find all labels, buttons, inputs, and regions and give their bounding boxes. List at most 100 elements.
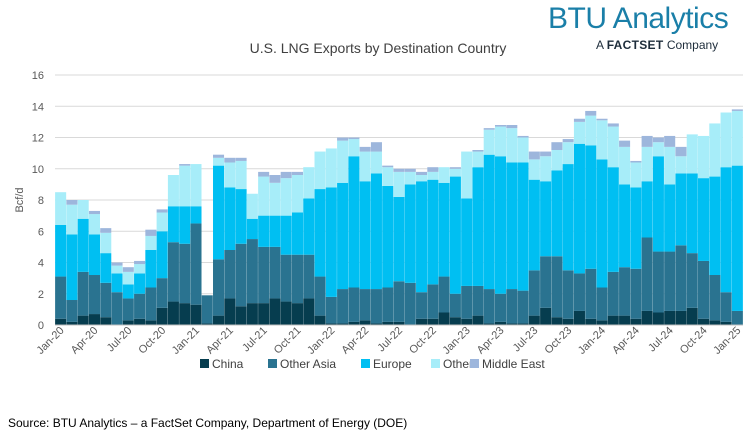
bar-segment xyxy=(145,229,157,236)
bar-segment xyxy=(258,215,270,247)
bar-segment xyxy=(88,314,100,325)
bar-segment xyxy=(517,323,529,325)
y-tick-label: 0 xyxy=(38,320,44,332)
bar-segment xyxy=(641,146,653,182)
bar-segment xyxy=(494,293,507,322)
x-tick-label: Jan-22 xyxy=(305,325,337,357)
bar-segment xyxy=(731,110,743,166)
bar-segment xyxy=(156,278,168,308)
bar-segment xyxy=(427,179,439,285)
y-tick-label: 2 xyxy=(38,289,44,301)
bar-segment xyxy=(483,129,495,155)
bar-segment xyxy=(224,162,236,188)
bar-segment xyxy=(370,173,382,290)
bar-segment xyxy=(607,126,619,168)
bar-segment xyxy=(517,162,529,291)
bar-segment xyxy=(596,118,608,121)
bar-segment xyxy=(506,289,518,324)
bar-segment xyxy=(472,150,484,152)
bar-segment xyxy=(438,312,450,325)
bar-segment xyxy=(698,260,710,319)
bar-segment xyxy=(427,171,439,180)
bar-segment xyxy=(416,318,428,325)
bar-segment xyxy=(337,323,349,325)
bar-segment xyxy=(698,178,710,261)
bar-segment xyxy=(213,154,225,158)
bar-segment xyxy=(652,142,664,157)
bar-segment xyxy=(55,192,67,225)
bar-segment xyxy=(134,273,146,294)
bar-segment xyxy=(370,289,382,324)
bar-segment xyxy=(562,270,574,319)
bar-segment xyxy=(280,301,292,325)
bar-segment xyxy=(641,181,653,238)
bar-segment xyxy=(280,215,292,255)
bar-segment xyxy=(291,303,304,326)
bar-segment xyxy=(551,317,563,325)
bar-segment xyxy=(258,246,270,304)
bar-segment xyxy=(201,323,213,325)
legend-swatch xyxy=(361,359,370,368)
legend-swatch xyxy=(268,359,277,368)
bar-segment xyxy=(179,303,191,326)
bar-segment xyxy=(269,215,281,247)
bar-segment xyxy=(506,323,518,325)
bar-segment xyxy=(235,243,247,307)
bar-segment xyxy=(731,165,743,311)
bar-segment xyxy=(720,321,732,326)
logo-tagline: A FACTSET Company xyxy=(596,38,718,52)
bar-segment xyxy=(607,167,619,272)
bar-segment xyxy=(540,156,552,182)
bar-segment xyxy=(494,125,507,127)
bar-segment xyxy=(393,321,405,326)
x-tick-label: Jan-24 xyxy=(576,325,608,357)
bar-segment xyxy=(167,206,179,243)
bar-segment xyxy=(483,323,495,325)
bar-segment xyxy=(122,271,134,285)
bar-segment xyxy=(134,318,146,325)
bar-segment xyxy=(213,165,225,260)
bar-segment xyxy=(709,275,721,321)
bar-segment xyxy=(619,140,631,147)
bar-segment xyxy=(404,168,416,172)
x-tick-label: Oct-20 xyxy=(136,325,168,357)
bar-segment xyxy=(314,315,326,326)
bar-segment xyxy=(562,318,574,325)
bar-segment xyxy=(213,315,225,326)
bar-segment xyxy=(348,137,360,140)
bar-segment xyxy=(630,160,642,163)
bar-segment xyxy=(675,173,687,246)
bar-segment xyxy=(472,285,484,316)
bar-segment xyxy=(393,196,405,282)
bar-segment xyxy=(370,142,382,152)
y-tick-label: 4 xyxy=(38,258,44,270)
bar-segment xyxy=(235,157,247,161)
bar-segment xyxy=(258,303,270,326)
bar-segment xyxy=(472,167,484,286)
bar-segment xyxy=(528,151,540,160)
bar-segment xyxy=(291,171,304,175)
bar-segment xyxy=(698,135,710,179)
bar-segment xyxy=(269,246,281,299)
bar-segment xyxy=(483,289,495,324)
bar-segment xyxy=(190,304,202,325)
bar-segment xyxy=(66,200,78,205)
bar-segment xyxy=(303,167,315,199)
bar-segment xyxy=(337,140,349,183)
bar-segment xyxy=(731,109,743,111)
bar-segment xyxy=(348,287,360,322)
bar-segment xyxy=(337,137,349,141)
legend-label: Other Asia xyxy=(280,357,336,371)
bar-segment xyxy=(528,179,540,271)
bar-segment xyxy=(303,198,315,255)
x-tick-label: Jan-25 xyxy=(711,325,743,357)
bar-segment xyxy=(88,214,100,235)
bar-segment xyxy=(269,175,281,183)
bar-segment xyxy=(551,150,563,171)
bar-segment xyxy=(55,318,67,325)
logo-tagline-suffix: Company xyxy=(666,38,719,52)
legend-swatch xyxy=(470,359,479,368)
bar-segment xyxy=(235,160,247,190)
bar-segment xyxy=(134,293,146,319)
y-tick-label: 12 xyxy=(32,133,44,145)
